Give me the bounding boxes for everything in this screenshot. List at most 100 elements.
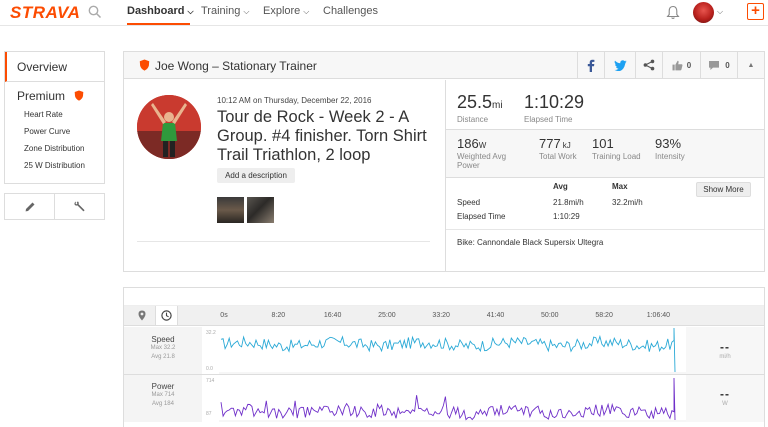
athlete-avatar[interactable] (137, 95, 201, 159)
distance-value: 25.5mi (457, 92, 503, 112)
analysis-top-bar (124, 288, 764, 306)
divider (124, 374, 764, 375)
analysis-toolbar: 0s 8:20 16:40 25:00 33:20 41:40 50:00 58:20 1:06… (124, 306, 764, 326)
speed-row-label: Speed Max 32.2 Avg 21.8 (124, 327, 202, 374)
sidebar-item-25w-distribution[interactable]: 25 W Distribution (24, 161, 85, 170)
time-tick-label: 8:20 (271, 312, 286, 319)
speed-stream-chart[interactable] (219, 327, 686, 374)
divider (445, 80, 446, 272)
table-row-max: 32.2mi/h (612, 198, 643, 207)
time-tick-label: 0s (220, 312, 228, 319)
sidebar-item-heart-rate[interactable]: Heart Rate (24, 110, 63, 119)
user-avatar[interactable] (693, 2, 714, 23)
time-tick-label: 33:20 (432, 312, 450, 319)
show-more-button[interactable]: Show More (696, 182, 751, 197)
twitter-share-button[interactable] (604, 52, 635, 78)
sidebar-item-zone-distribution[interactable]: Zone Distribution (24, 144, 85, 153)
power-stream-chart[interactable] (219, 375, 686, 422)
analysis-panel: 0s 8:20 16:40 25:00 33:20 41:40 50:00 58:20 1:06… (123, 287, 765, 427)
time-tick-label: 16:40 (323, 312, 342, 319)
sidebar-item-overview[interactable]: Overview (5, 52, 104, 82)
time-axis-button[interactable] (155, 306, 178, 325)
search-icon[interactable] (88, 5, 102, 19)
speed-current-value: -- (720, 340, 730, 354)
speed-axis-top: 32.2 (206, 330, 216, 336)
sidebar: Overview Premium Heart Rate Power Curve … (4, 51, 105, 184)
activity-owner-title[interactable]: Joe Wong – Stationary Trainer (155, 59, 317, 73)
top-nav: STRAVA Dashboard ⌵ Training ⌵ Explore ⌵ Cha… (0, 0, 768, 26)
comment-icon (709, 60, 720, 70)
activity-panel: Joe Wong – Stationary Trainer 0 0 ▲ (123, 51, 765, 272)
power-hover-value: -- W (686, 375, 764, 422)
power-axis-top: 714 (206, 378, 215, 384)
time-tick-label: 41:40 (486, 312, 505, 319)
bell-icon[interactable] (666, 5, 680, 20)
add-description-button[interactable]: Add a description (217, 168, 295, 183)
share-button[interactable] (635, 52, 662, 78)
nav-dashboard[interactable]: Dashboard ⌵ (127, 5, 194, 17)
activity-name: Tour de Rock - Week 2 - A Group. #4 fini… (217, 108, 427, 164)
speed-label: Speed (151, 335, 175, 344)
premium-shield-icon (75, 90, 84, 101)
kudos-count: 0 (686, 60, 692, 70)
activity-photo-thumbnail[interactable] (247, 197, 274, 223)
power-current-value: -- (720, 387, 730, 401)
comment-count: 0 (725, 60, 730, 70)
power-label: Power (151, 382, 175, 391)
divider (446, 229, 764, 230)
wrench-icon (74, 201, 85, 212)
total-work-label: Total Work (539, 152, 577, 161)
facebook-share-button[interactable] (577, 52, 604, 78)
time-tick-label: 58:20 (595, 312, 613, 319)
elapsed-time-value: 1:10:29 (524, 92, 585, 112)
activity-header: Joe Wong – Stationary Trainer 0 0 ▲ (124, 52, 764, 79)
kudos-button[interactable]: 0 (662, 52, 700, 78)
table-row-label: Elapsed Time (457, 212, 506, 221)
power-row-label: Power Max 714 Avg 184 (124, 375, 202, 422)
secondary-stats (446, 129, 764, 178)
active-nav-indicator (127, 23, 190, 25)
nav-explore[interactable]: Explore ⌵ (263, 5, 310, 17)
collapse-button[interactable]: ▲ (737, 52, 764, 78)
clock-icon (161, 310, 172, 321)
sidebar-item-power-curve[interactable]: Power Curve (24, 127, 71, 136)
table-header-avg: Avg (553, 182, 568, 191)
speed-avg: Avg 21.8 (151, 354, 175, 360)
power-max: Max 714 (151, 392, 175, 398)
elapsed-time-label: Elapsed Time (524, 115, 573, 124)
activity-datetime: 10:12 AM on Thursday, December 22, 2016 (217, 96, 372, 105)
table-header-max: Max (612, 182, 628, 191)
actions-button[interactable] (54, 194, 104, 219)
twitter-icon (613, 59, 627, 71)
upload-button[interactable]: + (747, 3, 764, 20)
intensity-label: Intensity (655, 152, 685, 161)
table-row-label: Speed (457, 198, 481, 207)
nav-challenges[interactable]: Challenges (323, 5, 379, 17)
table-row-avg: 21.8mi/h (553, 198, 584, 207)
weighted-power-value: 186W (457, 136, 487, 151)
intensity-value: 93% (655, 136, 682, 151)
activity-photo-thumbnail[interactable] (217, 197, 244, 223)
comment-button[interactable]: 0 (700, 52, 737, 78)
power-stream-line (220, 377, 676, 421)
chevron-down-icon[interactable]: ⌵ (717, 7, 724, 16)
chevron-down-icon: ⌵ (187, 7, 194, 16)
divider (137, 241, 430, 242)
sidebar-tools (4, 193, 105, 220)
weighted-power-label: Weighted Avg Power (457, 152, 507, 170)
strava-logo[interactable]: STRAVA (10, 3, 81, 22)
distance-label: Distance (457, 115, 489, 124)
thumbs-up-icon (672, 60, 683, 70)
time-tick-label: 25:00 (378, 312, 396, 319)
power-axis-bottom: 87 (206, 411, 212, 417)
sidebar-item-premium[interactable]: Premium (5, 82, 104, 106)
edit-button[interactable] (5, 194, 54, 219)
training-load-label: Training Load (592, 152, 641, 161)
map-pin-button[interactable] (130, 306, 153, 325)
chevron-down-icon: ⌵ (243, 7, 250, 16)
chevron-down-icon: ⌵ (303, 7, 310, 16)
pencil-icon (25, 202, 34, 211)
power-unit: W (722, 401, 728, 407)
time-tick-label: 1:06:40 (646, 312, 671, 319)
nav-training[interactable]: Training ⌵ (201, 5, 250, 17)
